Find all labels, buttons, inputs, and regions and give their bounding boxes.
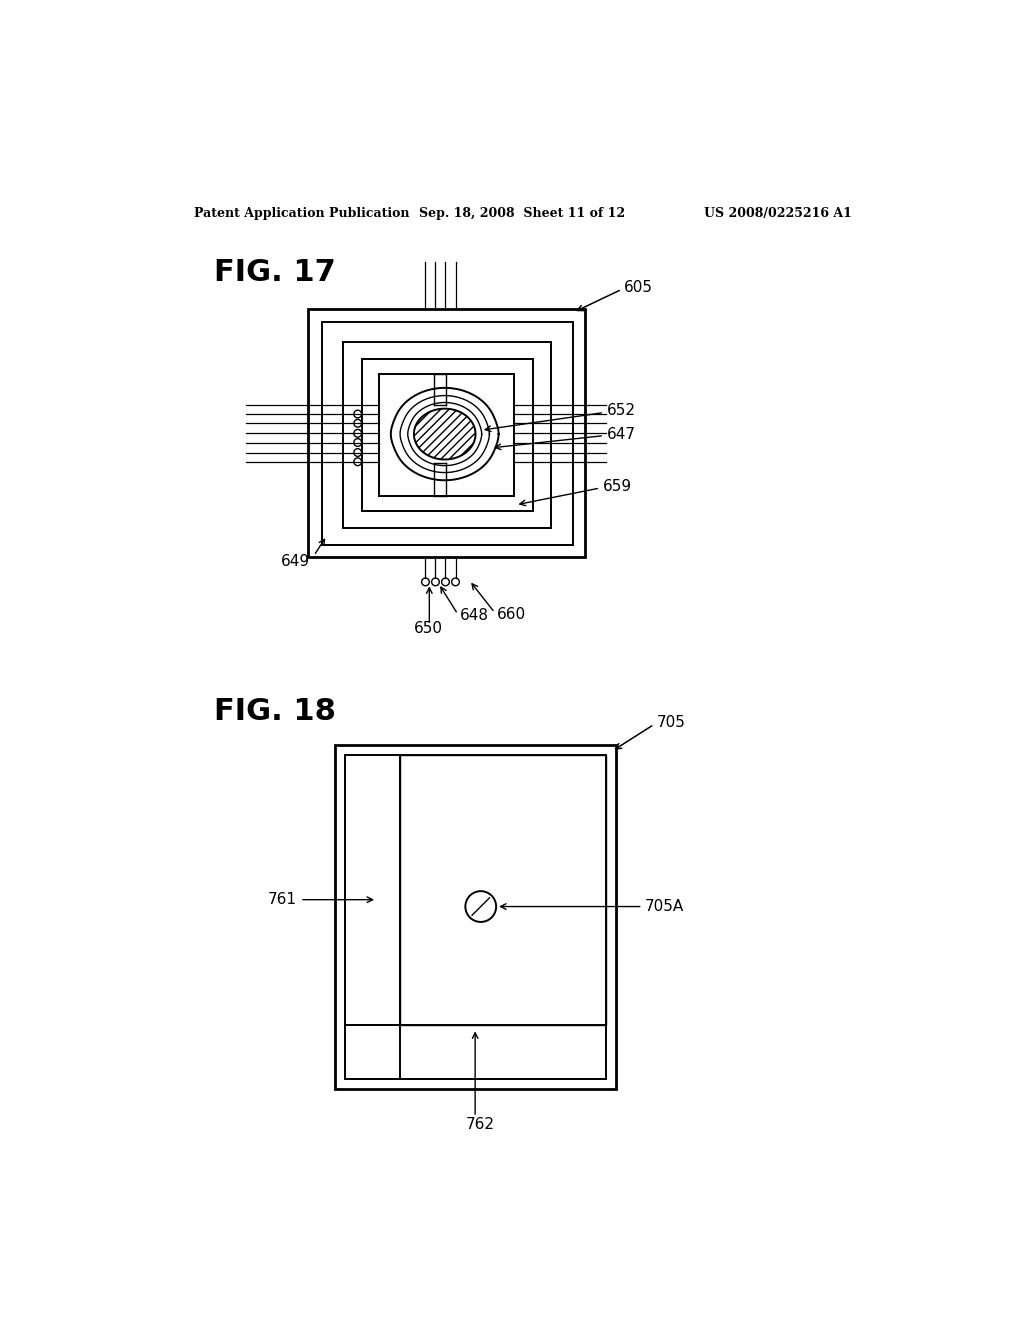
Text: Patent Application Publication: Patent Application Publication xyxy=(194,207,410,220)
Bar xyxy=(335,744,615,1089)
Bar xyxy=(400,755,605,1024)
Bar xyxy=(345,755,605,1078)
Text: FIG. 18: FIG. 18 xyxy=(214,697,336,726)
Text: 660: 660 xyxy=(497,607,526,622)
Text: 761: 761 xyxy=(267,892,297,907)
Text: FIG. 17: FIG. 17 xyxy=(214,257,336,286)
Text: 648: 648 xyxy=(460,609,489,623)
Text: Sep. 18, 2008  Sheet 11 of 12: Sep. 18, 2008 Sheet 11 of 12 xyxy=(419,207,626,220)
Bar xyxy=(361,359,532,511)
Bar xyxy=(307,309,585,557)
Text: 649: 649 xyxy=(281,554,310,569)
Text: 650: 650 xyxy=(414,620,443,636)
Text: 705: 705 xyxy=(656,714,685,730)
Bar xyxy=(322,322,572,545)
Text: 762: 762 xyxy=(466,1117,495,1133)
Text: 647: 647 xyxy=(606,426,636,442)
Bar xyxy=(343,342,551,528)
Text: 605: 605 xyxy=(625,280,653,296)
Bar xyxy=(379,374,514,495)
Text: 652: 652 xyxy=(606,404,636,418)
Text: US 2008/0225216 A1: US 2008/0225216 A1 xyxy=(705,207,852,220)
Text: 705A: 705A xyxy=(645,899,684,913)
Text: 659: 659 xyxy=(602,479,632,494)
